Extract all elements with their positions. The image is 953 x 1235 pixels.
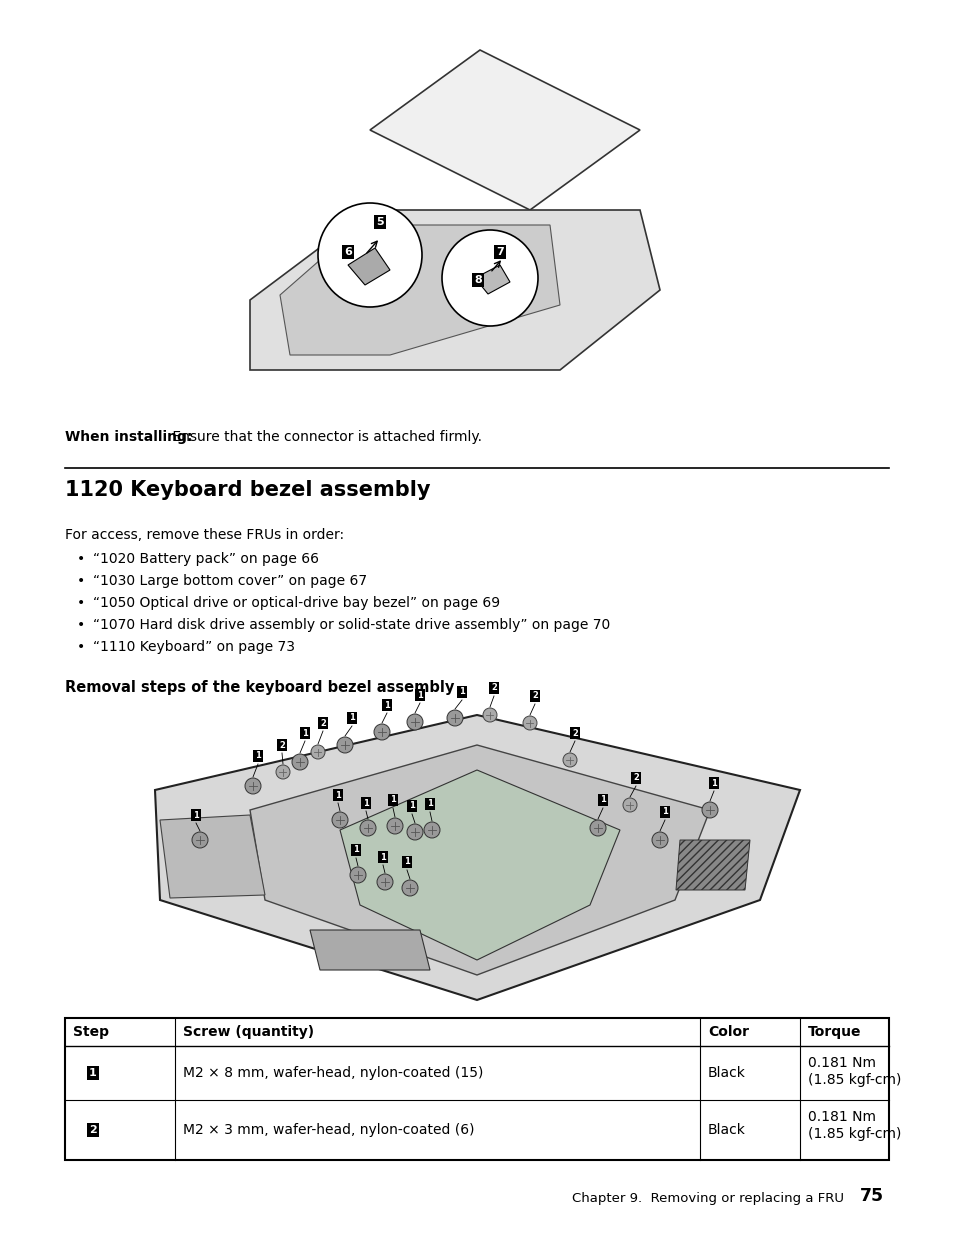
Circle shape xyxy=(317,203,421,308)
Polygon shape xyxy=(280,225,559,354)
Text: 6: 6 xyxy=(344,247,352,257)
Circle shape xyxy=(407,824,422,840)
Polygon shape xyxy=(250,210,659,370)
Text: “1020 Battery pack” on page 66: “1020 Battery pack” on page 66 xyxy=(92,552,318,566)
Text: 1: 1 xyxy=(458,688,464,697)
Text: 1120 Keyboard bezel assembly: 1120 Keyboard bezel assembly xyxy=(65,480,430,500)
Text: 1: 1 xyxy=(363,799,369,808)
Polygon shape xyxy=(154,715,800,1000)
Text: 1: 1 xyxy=(335,790,340,799)
Text: 2: 2 xyxy=(572,729,578,737)
Text: 1: 1 xyxy=(409,802,415,810)
Text: 1: 1 xyxy=(353,846,358,855)
Text: (1.85 kgf-cm): (1.85 kgf-cm) xyxy=(807,1073,901,1087)
Text: 8: 8 xyxy=(474,275,481,285)
Circle shape xyxy=(701,802,718,818)
Text: Black: Black xyxy=(707,1066,745,1079)
Circle shape xyxy=(482,708,497,722)
Text: 75: 75 xyxy=(859,1187,883,1205)
Text: 2: 2 xyxy=(89,1125,97,1135)
Text: 1: 1 xyxy=(427,799,433,809)
Text: 1: 1 xyxy=(379,852,386,862)
Text: 1: 1 xyxy=(390,795,395,804)
Circle shape xyxy=(589,820,605,836)
Circle shape xyxy=(311,745,325,760)
Circle shape xyxy=(292,755,308,769)
Circle shape xyxy=(192,832,208,848)
Circle shape xyxy=(374,724,390,740)
Text: 1: 1 xyxy=(193,810,199,820)
Text: •: • xyxy=(77,574,85,588)
Text: Step: Step xyxy=(73,1025,109,1039)
Text: 1: 1 xyxy=(349,714,355,722)
Text: •: • xyxy=(77,618,85,632)
Text: •: • xyxy=(77,640,85,655)
Circle shape xyxy=(407,714,422,730)
Circle shape xyxy=(245,778,261,794)
Text: 1: 1 xyxy=(661,808,667,816)
Circle shape xyxy=(441,230,537,326)
Text: 1: 1 xyxy=(384,700,390,709)
Text: Chapter 9.  Removing or replacing a FRU: Chapter 9. Removing or replacing a FRU xyxy=(572,1192,843,1205)
Text: M2 × 3 mm, wafer-head, nylon-coated (6): M2 × 3 mm, wafer-head, nylon-coated (6) xyxy=(183,1123,474,1137)
Text: 1: 1 xyxy=(710,778,717,788)
Circle shape xyxy=(562,753,577,767)
Circle shape xyxy=(275,764,290,779)
Text: Ensure that the connector is attached firmly.: Ensure that the connector is attached fi… xyxy=(168,430,481,445)
Circle shape xyxy=(622,798,637,811)
Circle shape xyxy=(401,881,417,897)
Circle shape xyxy=(332,811,348,827)
Text: “1050 Optical drive or optical-drive bay bezel” on page 69: “1050 Optical drive or optical-drive bay… xyxy=(92,597,499,610)
Polygon shape xyxy=(339,769,619,960)
Text: 1: 1 xyxy=(416,690,422,699)
Polygon shape xyxy=(310,930,430,969)
Polygon shape xyxy=(160,815,265,898)
Text: •: • xyxy=(77,552,85,566)
Polygon shape xyxy=(475,266,510,294)
Text: Black: Black xyxy=(707,1123,745,1137)
Circle shape xyxy=(522,716,537,730)
Text: Torque: Torque xyxy=(807,1025,861,1039)
Text: M2 × 8 mm, wafer-head, nylon-coated (15): M2 × 8 mm, wafer-head, nylon-coated (15) xyxy=(183,1066,483,1079)
Text: “1070 Hard disk drive assembly or solid-state drive assembly” on page 70: “1070 Hard disk drive assembly or solid-… xyxy=(92,618,610,632)
Text: Color: Color xyxy=(707,1025,748,1039)
Text: (1.85 kgf-cm): (1.85 kgf-cm) xyxy=(807,1128,901,1141)
Text: 7: 7 xyxy=(496,247,503,257)
Circle shape xyxy=(336,737,353,753)
Circle shape xyxy=(359,820,375,836)
Text: When installing:: When installing: xyxy=(65,430,193,445)
Polygon shape xyxy=(348,248,390,285)
Text: 2: 2 xyxy=(319,719,326,727)
Text: For access, remove these FRUs in order:: For access, remove these FRUs in order: xyxy=(65,529,344,542)
Text: Screw (quantity): Screw (quantity) xyxy=(183,1025,314,1039)
Text: •: • xyxy=(77,597,85,610)
Text: 1: 1 xyxy=(89,1068,97,1078)
Text: 1: 1 xyxy=(599,795,605,804)
Bar xyxy=(65,1018,888,1160)
Text: 2: 2 xyxy=(633,773,639,783)
Circle shape xyxy=(447,710,462,726)
Text: “1110 Keyboard” on page 73: “1110 Keyboard” on page 73 xyxy=(92,640,294,655)
Text: 2: 2 xyxy=(532,692,537,700)
Text: 5: 5 xyxy=(375,217,383,227)
Circle shape xyxy=(387,818,402,834)
Circle shape xyxy=(423,823,439,839)
Text: “1030 Large bottom cover” on page 67: “1030 Large bottom cover” on page 67 xyxy=(92,574,367,588)
Text: 1: 1 xyxy=(254,752,261,761)
Polygon shape xyxy=(370,49,639,210)
Text: 0.181 Nm: 0.181 Nm xyxy=(807,1110,875,1124)
Circle shape xyxy=(651,832,667,848)
Text: 2: 2 xyxy=(279,741,285,750)
Text: 1: 1 xyxy=(404,857,410,867)
Circle shape xyxy=(350,867,366,883)
Circle shape xyxy=(376,874,393,890)
Polygon shape xyxy=(250,745,709,974)
Text: 1: 1 xyxy=(302,729,308,737)
Text: 0.181 Nm: 0.181 Nm xyxy=(807,1056,875,1070)
Polygon shape xyxy=(676,840,749,890)
Text: 2: 2 xyxy=(491,683,497,693)
Text: Removal steps of the keyboard bezel assembly: Removal steps of the keyboard bezel asse… xyxy=(65,680,454,695)
